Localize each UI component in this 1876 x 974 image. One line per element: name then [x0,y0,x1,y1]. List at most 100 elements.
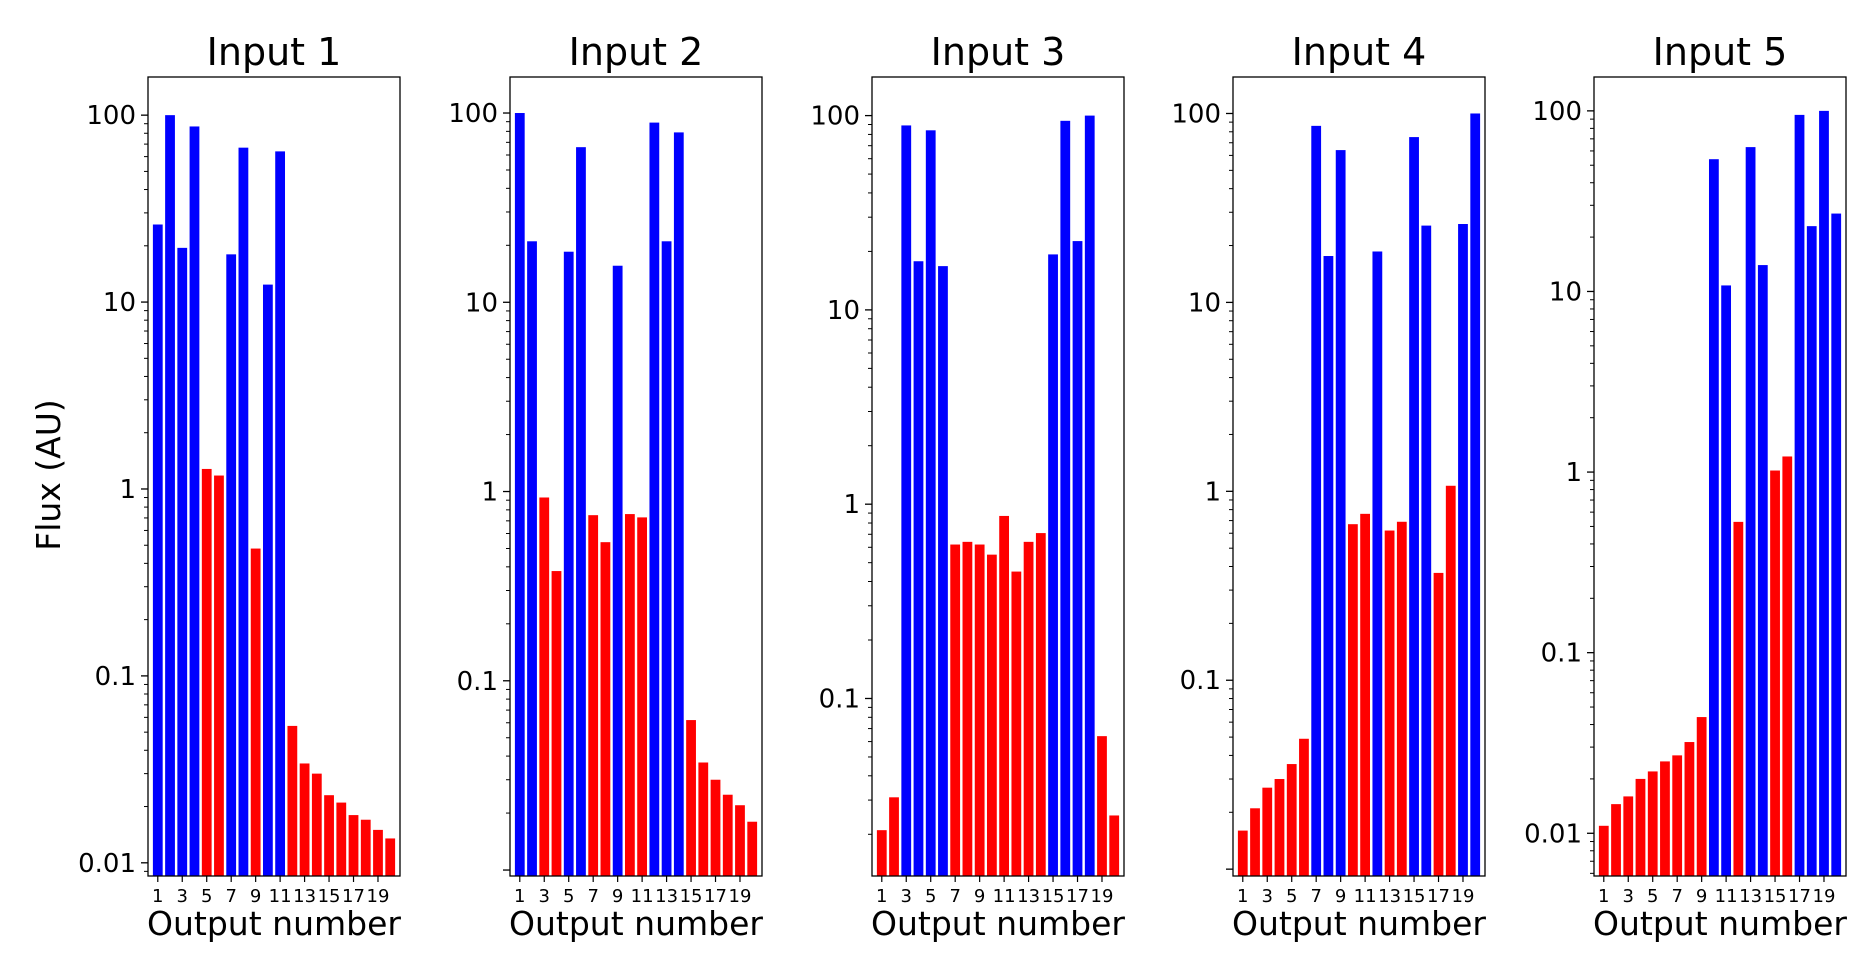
bar-output-13 [299,763,310,876]
bar-output-10 [986,554,997,876]
bar-output-10 [1347,524,1358,876]
bar-output-5 [563,251,574,876]
bar-output-1 [1237,830,1248,876]
y-tick-label: 100 [1171,99,1221,129]
bar-output-4 [1635,778,1646,876]
bar-output-1 [876,830,887,876]
bar-output-2 [527,241,537,877]
bar-output-18 [1084,115,1095,877]
y-tick-label: 0.1 [457,667,498,697]
x-tick-label: 15 [318,886,341,907]
x-tick-label: 15 [680,886,703,907]
plot-frame [509,76,763,877]
bar-output-9 [250,548,261,876]
bar-output-17 [348,815,359,876]
x-tick-label: 3 [539,886,550,907]
bar-output-3 [1623,796,1634,876]
bar-output-7 [1311,125,1322,877]
x-tick-label: 5 [925,886,936,907]
y-tick-label: 1 [843,490,860,520]
plot-frame [1232,76,1486,877]
bar-output-18 [1806,226,1817,876]
bar-output-2 [165,115,175,876]
x-tick-label: 15 [1764,886,1787,907]
chart-title: Input 3 [931,30,1066,74]
bar-output-7 [226,254,237,877]
x-tick-label: 19 [1813,886,1836,907]
chart-title: Input 4 [1292,30,1427,74]
bar-output-19 [735,805,745,876]
bar-output-14 [673,132,684,876]
bar-output-1 [1598,825,1609,876]
x-tick-label: 15 [1403,886,1426,907]
bar-output-8 [962,541,973,876]
bar-output-1 [152,224,163,876]
y-tick-label: 1 [1565,458,1582,488]
bar-output-14 [311,773,322,876]
y-tick-label: 0.1 [95,662,136,692]
x-tick-label: 3 [1262,886,1273,907]
x-tick-label: 11 [269,886,292,907]
bar-output-6 [214,475,224,876]
x-tick-label: 5 [201,886,212,907]
x-tick-label: 1 [1237,886,1248,907]
x-tick-label: 13 [1017,886,1040,907]
x-tick-label: 9 [612,886,623,907]
x-axis-label: Output number [509,904,763,943]
bar-output-16 [1421,225,1432,877]
bar-output-4 [913,261,924,876]
bar-output-15 [324,795,334,876]
y-tick-label: 100 [1532,97,1582,127]
bar-output-2 [889,797,899,876]
bar-output-11 [1721,285,1732,876]
bar-output-2 [1611,804,1621,876]
chart-title: Input 2 [569,30,704,74]
chart-title: Input 5 [1653,30,1788,74]
x-tick-label: 9 [974,886,985,907]
bar-output-10 [1708,159,1719,876]
bar-output-12 [1011,571,1022,876]
x-tick-label: 7 [949,886,960,907]
bar-output-4 [551,571,562,876]
bar-output-11 [275,151,286,876]
y-tick-label: 10 [1549,277,1582,307]
bar-output-10 [624,514,635,876]
x-tick-label: 9 [1696,886,1707,907]
x-tick-label: 19 [729,886,752,907]
chart-title: Input 1 [207,30,342,74]
bar-output-14 [1396,521,1407,876]
bar-output-8 [1323,256,1334,876]
bar-output-16 [698,762,709,876]
y-tick-label: 0.1 [1541,639,1582,669]
bar-output-4 [189,126,200,876]
bar-output-6 [1299,738,1309,876]
y-tick-label: 100 [86,101,136,131]
x-tick-label: 3 [1623,886,1634,907]
bar-output-1 [514,113,525,876]
y-tick-label: 100 [448,99,498,129]
bar-output-20 [385,838,396,876]
bar-output-13 [661,241,672,877]
x-tick-label: 5 [563,886,574,907]
bar-output-16 [336,802,347,876]
bar-output-20 [747,821,758,876]
x-axis-label: Output number [871,904,1125,943]
bar-output-6 [938,266,948,876]
bar-output-4 [1274,779,1285,876]
bar-output-5 [1647,771,1658,876]
bar-output-17 [710,779,721,876]
bar-output-12 [649,122,660,877]
y-tick-label: 0.1 [1180,666,1221,696]
y-tick-label: 10 [103,288,136,318]
bar-output-12 [1733,521,1744,876]
bar-output-16 [1782,456,1793,876]
bar-output-12 [1372,251,1383,877]
plot-frame [871,76,1125,877]
x-tick-label: 15 [1042,886,1065,907]
x-tick-label: 7 [225,886,236,907]
bar-output-17 [1072,241,1083,877]
bar-output-11 [1360,513,1371,876]
x-tick-label: 11 [1715,886,1738,907]
x-tick-label: 1 [152,886,163,907]
bar-output-8 [238,147,249,876]
